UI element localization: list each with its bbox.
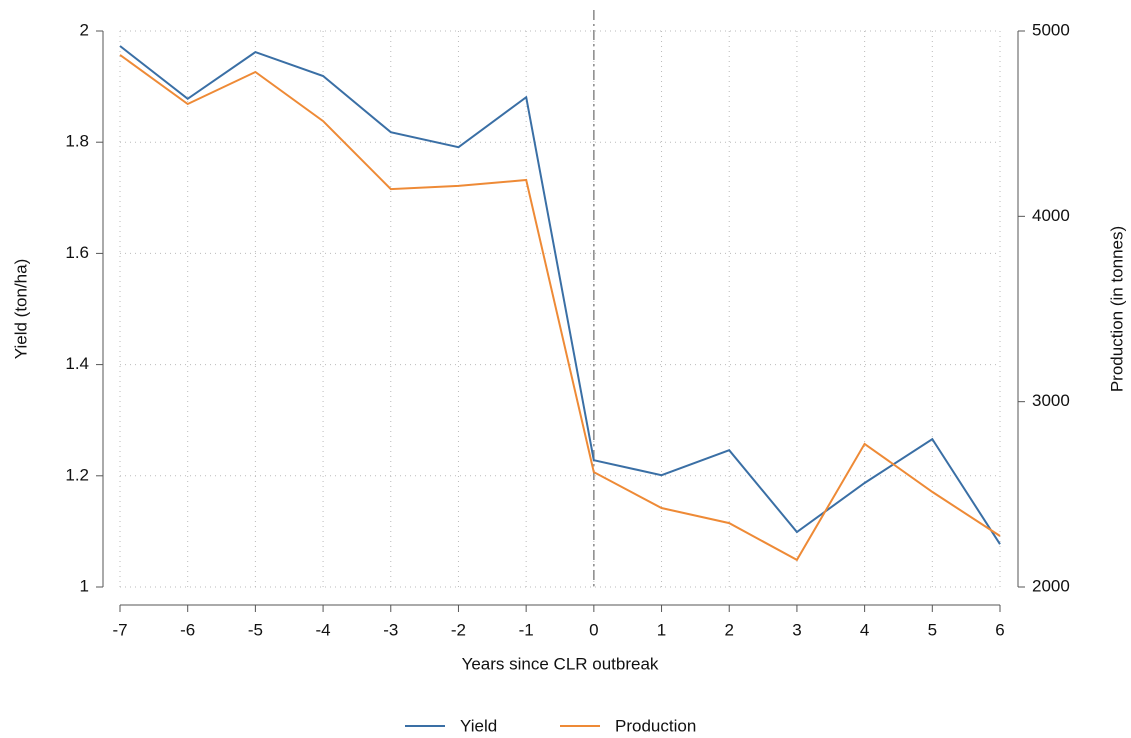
- x-tick-label: 4: [860, 620, 869, 639]
- y-tick-label: 1: [80, 576, 89, 595]
- x-axis-title: Years since CLR outbreak: [462, 654, 659, 673]
- x-tick-label: -4: [316, 620, 331, 639]
- x-tick-label: 1: [657, 620, 666, 639]
- y2-tick-label: 2000: [1032, 576, 1070, 595]
- legend-label: Yield: [460, 716, 497, 735]
- y2-tick-label: 3000: [1032, 391, 1070, 410]
- x-tick-label: 3: [792, 620, 801, 639]
- legend-label: Production: [615, 716, 696, 735]
- x-tick-label: 2: [724, 620, 733, 639]
- x-tick-label: -3: [383, 620, 398, 639]
- y-tick-label: 1.4: [65, 354, 89, 373]
- x-tick-label: 6: [995, 620, 1004, 639]
- y-axis-title: Yield (ton/ha): [11, 259, 30, 359]
- y2-tick-label: 4000: [1032, 206, 1070, 225]
- y-tick-label: 1.8: [65, 132, 89, 151]
- series-line: [119, 45, 1001, 545]
- y2-axis-title: Production (in tonnes): [1107, 226, 1126, 392]
- y2-tick-label: 5000: [1032, 20, 1070, 39]
- x-tick-label: -5: [248, 620, 263, 639]
- x-tick-label: -2: [451, 620, 466, 639]
- x-tick-label: 5: [928, 620, 937, 639]
- x-tick-label: 0: [589, 620, 598, 639]
- x-tick-label: -7: [112, 620, 127, 639]
- y-tick-label: 2: [80, 20, 89, 39]
- x-tick-label: -6: [180, 620, 195, 639]
- y-tick-label: 1.6: [65, 243, 89, 262]
- x-tick-label: -1: [519, 620, 534, 639]
- series-line: [119, 54, 1001, 562]
- y-tick-label: 1.2: [65, 465, 89, 484]
